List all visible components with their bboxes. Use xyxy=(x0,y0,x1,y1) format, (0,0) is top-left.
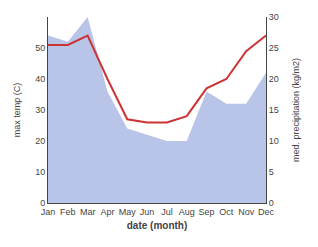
svg-text:5: 5 xyxy=(269,167,274,177)
svg-text:30: 30 xyxy=(269,12,279,22)
svg-text:30: 30 xyxy=(35,105,45,115)
svg-text:15: 15 xyxy=(269,105,279,115)
svg-text:20: 20 xyxy=(269,74,279,84)
svg-text:Dec: Dec xyxy=(258,207,275,217)
svg-text:Nov: Nov xyxy=(238,207,255,217)
svg-text:10: 10 xyxy=(269,136,279,146)
svg-text:May: May xyxy=(119,207,137,217)
svg-text:Jul: Jul xyxy=(161,207,173,217)
svg-text:Feb: Feb xyxy=(60,207,76,217)
svg-text:20: 20 xyxy=(35,136,45,146)
svg-text:Jun: Jun xyxy=(140,207,155,217)
svg-text:date (month): date (month) xyxy=(127,220,188,231)
svg-text:Sep: Sep xyxy=(199,207,215,217)
svg-text:10: 10 xyxy=(35,167,45,177)
svg-text:50: 50 xyxy=(35,43,45,53)
svg-text:max temp (C): max temp (C) xyxy=(12,83,22,138)
svg-text:Oct: Oct xyxy=(219,207,234,217)
svg-text:40: 40 xyxy=(35,74,45,84)
svg-text:Apr: Apr xyxy=(100,207,114,217)
svg-text:Mar: Mar xyxy=(80,207,96,217)
svg-text:25: 25 xyxy=(269,43,279,53)
svg-text:0: 0 xyxy=(40,198,45,208)
svg-text:Aug: Aug xyxy=(179,207,195,217)
svg-text:0: 0 xyxy=(269,198,274,208)
svg-text:Jan: Jan xyxy=(41,207,56,217)
svg-text:med. precipitation (kg/m2): med. precipitation (kg/m2) xyxy=(291,58,301,162)
